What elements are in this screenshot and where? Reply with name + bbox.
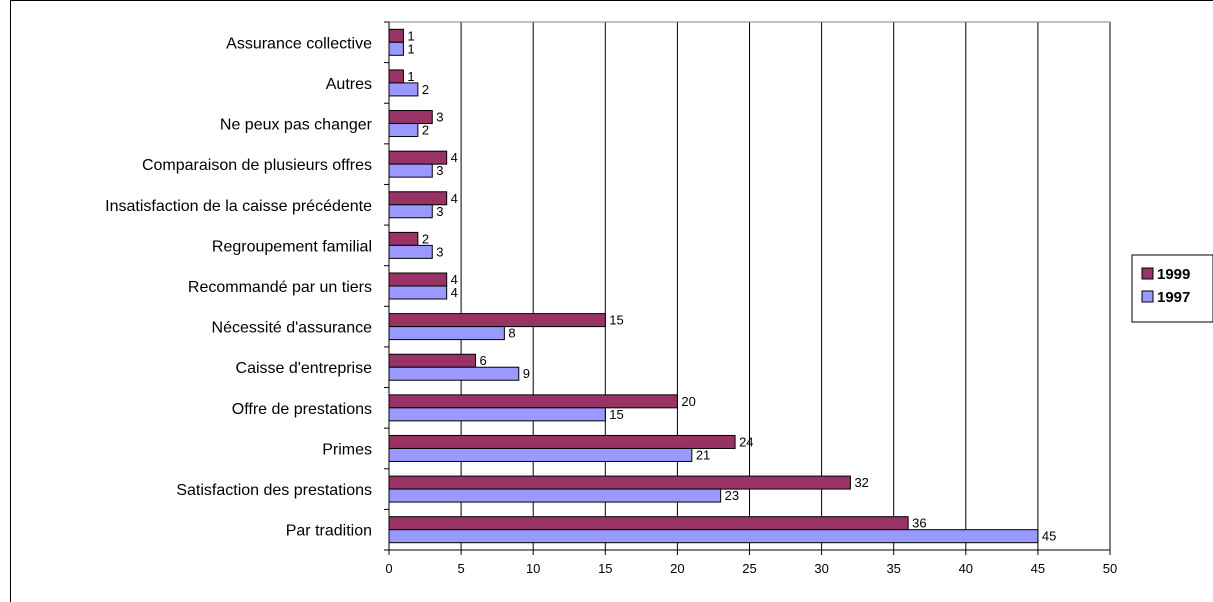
category-label: Primes — [322, 441, 372, 458]
bar-1999[interactable] — [388, 313, 606, 328]
bar-1999[interactable] — [388, 28, 404, 43]
bar-1997[interactable] — [388, 447, 693, 462]
x-tick-label: 5 — [457, 561, 464, 576]
bar-1999[interactable] — [388, 353, 477, 368]
category-label: Recommandé par un tiers — [188, 279, 372, 296]
data-label-1999: 2 — [422, 231, 429, 246]
x-tick-label: 30 — [814, 561, 828, 576]
category-label: Caisse d'entreprise — [236, 360, 373, 377]
data-label-1999: 36 — [912, 516, 926, 531]
bar-1997[interactable] — [388, 82, 419, 97]
x-tick-label: 0 — [385, 561, 392, 576]
data-label-1999: 20 — [681, 394, 695, 409]
data-label-1997: 45 — [1042, 529, 1056, 544]
bar-1997[interactable] — [388, 123, 419, 138]
data-label-1997: 21 — [696, 447, 710, 462]
bar-1997[interactable] — [388, 41, 404, 56]
bar-1997[interactable] — [388, 488, 722, 503]
bar-1999[interactable] — [388, 69, 404, 84]
data-label-1999: 4 — [451, 150, 458, 165]
x-tick-label: 10 — [526, 561, 540, 576]
bar-1999[interactable] — [388, 434, 736, 449]
bar-1999[interactable] — [388, 231, 419, 246]
data-label-1997: 3 — [436, 204, 443, 219]
data-label-1999: 6 — [480, 353, 487, 368]
legend-swatch-1997 — [1141, 290, 1154, 303]
category-label: Offre de prestations — [232, 401, 372, 418]
data-label-1997: 3 — [436, 244, 443, 259]
category-label: Comparaison de plusieurs offres — [142, 157, 372, 174]
category-label: Nécessité d'assurance — [212, 320, 373, 337]
category-label: Ne peux pas changer — [220, 117, 373, 134]
data-label-1999: 4 — [451, 272, 458, 287]
x-tick-label: 45 — [1031, 561, 1045, 576]
bar-1999[interactable] — [388, 475, 851, 490]
data-label-1999: 1 — [407, 69, 414, 84]
data-label-1999: 4 — [451, 191, 458, 206]
bar-1997[interactable] — [388, 529, 1039, 544]
bar-1997[interactable] — [388, 244, 433, 259]
x-tick-label: 35 — [886, 561, 900, 576]
bar-1999[interactable] — [388, 516, 909, 531]
category-label: Autres — [326, 76, 372, 93]
category-label: Satisfaction des prestations — [176, 482, 372, 499]
x-tick-label: 40 — [959, 561, 973, 576]
category-label: Assurance collective — [226, 35, 372, 52]
bar-1997[interactable] — [388, 326, 505, 341]
data-label-1997: 3 — [436, 163, 443, 178]
legend-box — [1131, 254, 1213, 323]
data-label-1997: 2 — [422, 82, 429, 97]
data-label-1997: 15 — [609, 407, 623, 422]
data-label-1997: 8 — [508, 326, 515, 341]
data-label-1999: 24 — [739, 434, 753, 449]
bar-1997[interactable] — [388, 407, 606, 422]
data-label-1997: 4 — [451, 285, 458, 300]
bar-1997[interactable] — [388, 366, 520, 381]
category-label: Regroupement familial — [212, 238, 372, 255]
legend-label-1997: 1997 — [1157, 289, 1190, 306]
data-label-1999: 3 — [436, 110, 443, 125]
category-label: Par tradition — [286, 523, 372, 540]
category-label: Insatisfaction de la caisse précédente — [105, 198, 372, 215]
data-label-1997: 2 — [422, 123, 429, 138]
bar-1997[interactable] — [388, 285, 448, 300]
legend-swatch-1999 — [1141, 267, 1154, 280]
bar-1997[interactable] — [388, 163, 433, 178]
bar-1997[interactable] — [388, 204, 433, 219]
legend-label-1999: 1999 — [1157, 266, 1190, 283]
x-tick-label: 50 — [1103, 561, 1117, 576]
x-tick-label: 25 — [742, 561, 756, 576]
data-label-1999: 15 — [609, 313, 623, 328]
data-label-1997: 23 — [725, 488, 739, 503]
x-tick-label: 20 — [670, 561, 684, 576]
data-label-1999: 1 — [407, 28, 414, 43]
x-tick-label: 15 — [598, 561, 612, 576]
data-label-1997: 1 — [407, 41, 414, 56]
bar-1999[interactable] — [388, 394, 678, 409]
data-label-1997: 9 — [523, 366, 530, 381]
bar-1999[interactable] — [388, 272, 448, 287]
data-label-1999: 32 — [854, 475, 868, 490]
